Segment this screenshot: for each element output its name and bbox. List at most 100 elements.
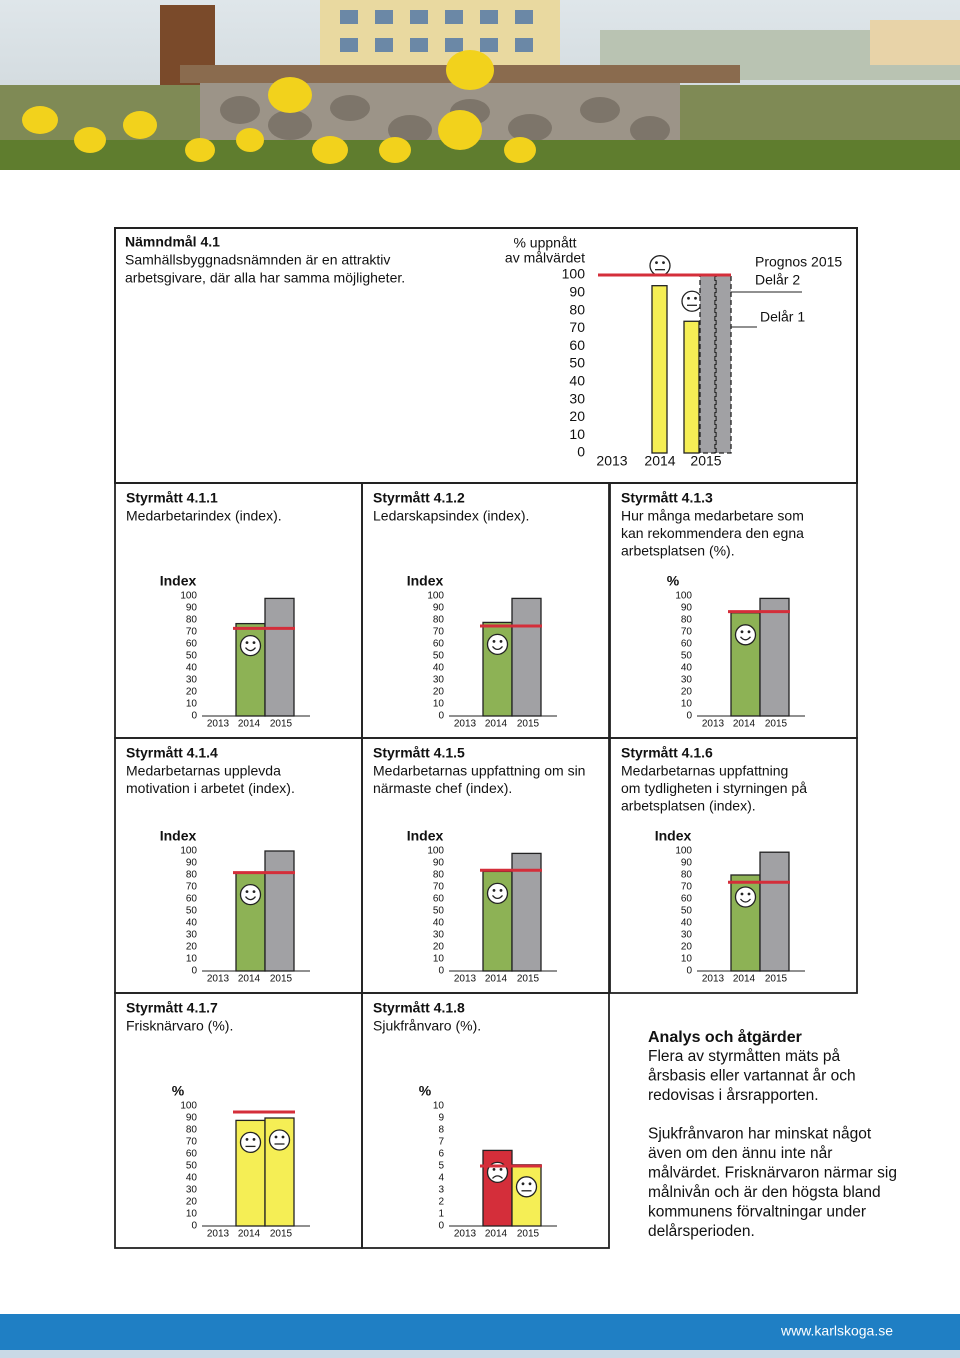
y-tick-label: 50: [569, 355, 585, 371]
footer-url: www.karlskoga.se: [780, 1323, 893, 1339]
chart-title: Styrmått 4.1.3: [621, 490, 713, 506]
face-eye: [740, 892, 744, 896]
face-eye: [252, 890, 256, 893]
y-tick-label: 30: [681, 930, 693, 941]
unit-label: %: [172, 1083, 185, 1099]
x-tick-label: 2015: [517, 1229, 540, 1240]
face-icon: [515, 1176, 538, 1198]
face-circle: [734, 886, 757, 908]
y-tick-label: 10: [433, 954, 445, 965]
bar: [482, 1149, 513, 1227]
y-tick-label: 10: [186, 954, 198, 965]
y-tick-label: 80: [186, 870, 198, 881]
face-circle: [239, 883, 262, 906]
legend-label: Prognos 2015: [755, 254, 842, 270]
face-icon: [268, 1129, 291, 1151]
face-eye: [252, 641, 256, 644]
unit-label: Index: [407, 828, 444, 844]
y-tick-label: 50: [186, 1161, 198, 1172]
y-tick-label: 70: [681, 882, 693, 893]
analysis-text: Flera av styrmåtten mäts på: [648, 1048, 840, 1065]
y-tick-label: 10: [186, 1209, 198, 1220]
face-circle: [239, 1131, 262, 1154]
y-tick-label: 90: [681, 858, 693, 869]
goal-text: Samhällsbyggnadsnämnden är en attraktiv: [125, 252, 390, 268]
y-tick-label: 80: [186, 1125, 198, 1136]
y-tick-label: 80: [433, 870, 445, 881]
x-tick-label: 2014: [733, 719, 756, 730]
y-tick-label: 90: [186, 1113, 198, 1124]
y-tick-label: 80: [433, 615, 445, 626]
x-tick-label: 2013: [702, 974, 725, 985]
header-photo: [0, 0, 960, 170]
unit-label: Index: [160, 573, 197, 589]
y-tick-label: 40: [681, 918, 693, 929]
y-tick-label: 10: [681, 699, 693, 710]
y-tick-label: 100: [427, 591, 444, 602]
face-circle: [239, 634, 262, 657]
chart-description: Medarbetarnas uppfattning: [621, 763, 788, 779]
y-tick-label: 0: [191, 966, 197, 977]
face-mouth: [492, 894, 503, 900]
y-tick-label: 50: [681, 906, 693, 917]
x-tick-label: 2013: [702, 719, 725, 730]
face-icon: [734, 886, 757, 908]
y-tick-label: 10: [681, 954, 693, 965]
face-mouth: [245, 896, 256, 901]
x-tick-label: 2015: [270, 1229, 293, 1240]
y-tick-label: 0: [577, 444, 585, 460]
y-tick-label: 50: [186, 906, 198, 917]
y-tick-label: 60: [186, 1149, 198, 1160]
y-tick-label: 70: [186, 1137, 198, 1148]
y-tick-label: 50: [433, 906, 445, 917]
chart-description: motivation i arbetet (index).: [126, 780, 295, 796]
chart-cell: [609, 737, 858, 994]
face-eye: [492, 1168, 496, 1171]
face-eye: [694, 296, 697, 300]
analysis-text: målvärdet. Frisknärvaron närmar sig: [648, 1165, 897, 1182]
face-icon: [239, 634, 262, 657]
y-tick-label: 10: [433, 699, 445, 710]
y-tick-label: 0: [438, 1221, 444, 1232]
y-tick-label: 60: [186, 894, 198, 905]
y-tick-label: 0: [191, 711, 197, 722]
face-eye: [492, 889, 496, 892]
y-tick-label: 100: [562, 266, 586, 282]
chart-title: Styrmått 4.1.7: [126, 1000, 218, 1016]
x-tick-label: 2014: [238, 1229, 261, 1240]
face-eye: [245, 641, 249, 644]
analysis-text: årsbasis eller vartannat år och: [648, 1068, 856, 1085]
face-eye: [499, 889, 503, 892]
chart-cell: [361, 992, 610, 1249]
face-eye: [245, 1138, 249, 1141]
y-tick-label: 90: [433, 858, 445, 869]
face-eye: [662, 261, 665, 265]
y-tick-label: 10: [433, 1101, 445, 1112]
y-tick-label: 40: [186, 918, 198, 929]
y-tick-label: 70: [186, 882, 198, 893]
bar: [759, 597, 790, 717]
y-tick-label: 70: [433, 627, 445, 638]
axis-title: % uppnått: [513, 235, 576, 251]
y-tick-label: 20: [186, 687, 198, 698]
x-tick-label: 2013: [207, 974, 230, 985]
face-icon: [681, 290, 703, 312]
y-tick-label: 20: [681, 942, 693, 953]
y-tick-label: 8: [438, 1125, 444, 1136]
y-tick-label: 30: [433, 930, 445, 941]
y-tick-label: 30: [186, 930, 198, 941]
y-tick-label: 100: [180, 591, 197, 602]
chart-title: Styrmått 4.1.1: [126, 490, 218, 506]
x-tick-label: 2013: [596, 453, 627, 469]
y-tick-label: 20: [569, 408, 585, 424]
bar: [511, 597, 542, 717]
x-tick-label: 2015: [765, 719, 788, 730]
legend-bar: [699, 274, 716, 454]
y-tick-label: 0: [191, 1221, 197, 1232]
y-tick-label: 3: [438, 1185, 444, 1196]
face-eye: [747, 892, 751, 896]
bar: [759, 851, 790, 972]
x-tick-label: 2014: [485, 719, 508, 730]
face-circle: [734, 624, 757, 646]
